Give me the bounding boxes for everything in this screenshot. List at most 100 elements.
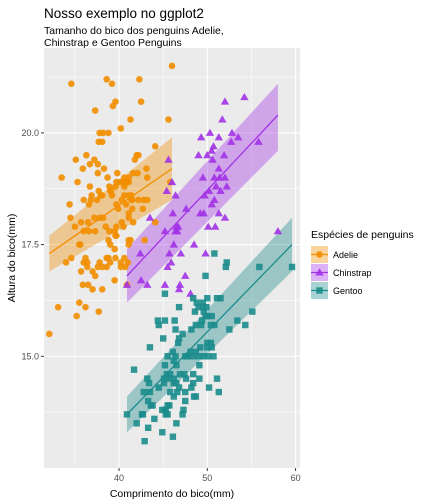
point-adelie bbox=[165, 116, 172, 123]
point-adelie bbox=[109, 192, 116, 199]
point-adelie bbox=[143, 165, 150, 172]
point-adelie bbox=[144, 174, 151, 181]
point-adelie bbox=[104, 174, 111, 181]
x-tick-label: 40 bbox=[114, 473, 124, 483]
point-adelie bbox=[130, 219, 137, 226]
point-adelie bbox=[72, 223, 79, 230]
point-gentoo bbox=[196, 362, 202, 368]
point-gentoo bbox=[196, 375, 202, 381]
legend-label-gentoo: Gentoo bbox=[333, 286, 363, 296]
point-adelie bbox=[58, 174, 65, 181]
point-adelie bbox=[107, 259, 114, 266]
point-gentoo bbox=[146, 380, 152, 386]
point-gentoo bbox=[180, 407, 186, 413]
x-tick-label: 50 bbox=[202, 473, 212, 483]
point-gentoo bbox=[147, 344, 153, 350]
point-adelie bbox=[46, 331, 53, 338]
point-adelie bbox=[87, 183, 94, 190]
point-adelie bbox=[120, 223, 127, 230]
legend-marker-adelie bbox=[316, 251, 323, 258]
point-gentoo bbox=[183, 375, 189, 381]
point-adelie bbox=[140, 206, 147, 213]
point-gentoo bbox=[249, 308, 255, 314]
point-adelie bbox=[63, 259, 70, 266]
point-adelie bbox=[82, 304, 89, 311]
y-tick-label: 15.0 bbox=[21, 351, 39, 361]
point-gentoo bbox=[234, 317, 240, 323]
point-adelie bbox=[73, 313, 80, 320]
point-gentoo bbox=[173, 420, 179, 426]
legend-marker-gentoo bbox=[316, 287, 322, 293]
point-gentoo bbox=[160, 335, 166, 341]
point-gentoo bbox=[206, 384, 212, 390]
point-gentoo bbox=[197, 344, 203, 350]
point-adelie bbox=[66, 201, 73, 208]
point-adelie bbox=[99, 139, 106, 146]
legend-label-adelie: Adelie bbox=[333, 250, 358, 260]
point-adelie bbox=[95, 161, 102, 168]
point-gentoo bbox=[182, 389, 188, 395]
point-adelie bbox=[105, 130, 112, 137]
point-adelie bbox=[112, 98, 119, 105]
point-gentoo bbox=[224, 259, 230, 265]
point-gentoo bbox=[242, 322, 248, 328]
point-gentoo bbox=[217, 295, 223, 301]
point-gentoo bbox=[147, 389, 153, 395]
point-gentoo bbox=[204, 295, 210, 301]
point-adelie bbox=[76, 299, 83, 306]
point-gentoo bbox=[210, 353, 216, 359]
x-tick-label: 60 bbox=[291, 473, 301, 483]
point-adelie bbox=[80, 165, 87, 172]
point-gentoo bbox=[190, 371, 196, 377]
point-adelie bbox=[84, 259, 91, 266]
point-adelie bbox=[86, 228, 93, 235]
legend-title: Espécies de penguins bbox=[311, 229, 414, 241]
point-adelie bbox=[74, 179, 81, 186]
point-gentoo bbox=[214, 375, 220, 381]
point-adelie bbox=[89, 286, 96, 293]
point-gentoo bbox=[133, 420, 139, 426]
point-gentoo bbox=[131, 367, 137, 373]
point-gentoo bbox=[141, 438, 147, 444]
point-gentoo bbox=[256, 264, 262, 270]
point-adelie bbox=[68, 80, 75, 87]
point-adelie bbox=[136, 76, 143, 83]
point-gentoo bbox=[176, 304, 182, 310]
point-gentoo bbox=[226, 326, 232, 332]
point-adelie bbox=[67, 214, 74, 221]
point-gentoo bbox=[216, 389, 222, 395]
legend: Espécies de penguins Adelie Chinstrap Gent… bbox=[311, 229, 414, 299]
point-adelie bbox=[77, 241, 84, 248]
point-gentoo bbox=[209, 344, 215, 350]
y-tick-label: 20.0 bbox=[21, 128, 39, 138]
point-adelie bbox=[129, 206, 136, 213]
point-adelie bbox=[112, 255, 119, 262]
point-adelie bbox=[109, 80, 116, 87]
point-gentoo bbox=[164, 411, 170, 417]
point-gentoo bbox=[193, 393, 199, 399]
point-adelie bbox=[83, 152, 90, 159]
point-gentoo bbox=[190, 380, 196, 386]
point-adelie bbox=[141, 237, 148, 244]
point-gentoo bbox=[162, 362, 168, 368]
point-gentoo bbox=[170, 434, 176, 440]
point-gentoo bbox=[171, 317, 177, 323]
point-gentoo bbox=[151, 416, 157, 422]
point-adelie bbox=[169, 63, 176, 70]
x-axis-label: Comprimento do bico(mm) bbox=[110, 488, 234, 500]
point-adelie bbox=[111, 246, 118, 253]
point-adelie bbox=[68, 255, 75, 262]
point-adelie bbox=[103, 76, 110, 83]
point-gentoo bbox=[202, 273, 208, 279]
point-adelie bbox=[99, 286, 106, 293]
point-adelie bbox=[114, 170, 121, 177]
point-adelie bbox=[95, 170, 102, 177]
legend-label-chinstrap: Chinstrap bbox=[333, 268, 372, 278]
point-adelie bbox=[135, 152, 142, 159]
point-adelie bbox=[92, 228, 99, 235]
point-adelie bbox=[88, 192, 95, 199]
point-gentoo bbox=[289, 264, 295, 270]
x-axis: 40 50 60 bbox=[114, 468, 301, 483]
chart-subtitle-line-2: Chinstrap e Gentoo Penguins bbox=[44, 37, 182, 49]
